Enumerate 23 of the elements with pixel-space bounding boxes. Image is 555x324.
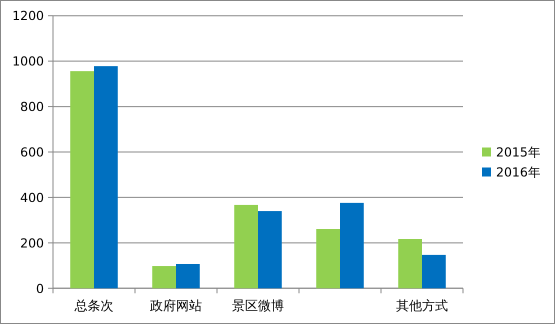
bar [340, 202, 364, 288]
bar [258, 211, 282, 288]
y-tick-label: 600 [20, 144, 44, 160]
bar [70, 71, 94, 288]
legend-label: 2015年 [496, 144, 541, 160]
y-tick-label: 400 [20, 190, 44, 205]
x-tick-label: 景区微博 [232, 299, 284, 314]
x-tick-label: 其他方式 [396, 298, 448, 314]
bar [152, 266, 176, 288]
bar [94, 66, 118, 288]
bar [316, 229, 340, 288]
legend-label: 2016年 [496, 164, 541, 180]
y-tick-label: 200 [20, 235, 44, 250]
bar [176, 264, 200, 288]
bar [398, 239, 422, 288]
x-tick-label: 总条次 [74, 299, 114, 314]
y-tick-label: 1200 [12, 8, 44, 24]
y-tick-label: 0 [36, 280, 44, 296]
y-tick-label: 800 [20, 99, 44, 114]
y-tick-label: 1000 [12, 54, 44, 69]
bar [234, 204, 258, 288]
x-tick-label: 政府网站 [150, 298, 202, 314]
bar [422, 254, 446, 288]
